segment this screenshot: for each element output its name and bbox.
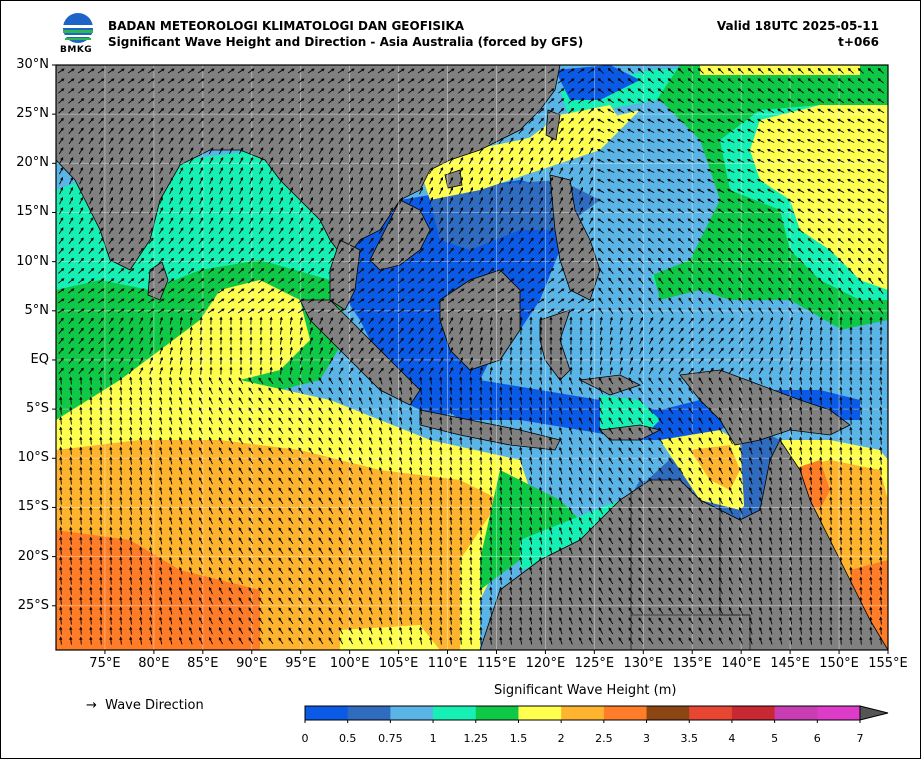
colorbar-tick-label: 0.75: [378, 732, 403, 745]
lon-label: 120°E: [525, 656, 566, 671]
colorbar-tick-label: 0.5: [338, 732, 357, 745]
lon-label: 155°E: [868, 656, 908, 671]
lon-label: 115°E: [476, 656, 517, 671]
map-border: [55, 64, 889, 651]
map-subtitle: Significant Wave Height and Direction - …: [108, 35, 584, 49]
lon-label: 110°E: [427, 656, 468, 671]
state-borders: [630, 490, 751, 650]
colorbar-tick-label: 6: [813, 732, 821, 745]
bmkg-logo: [63, 13, 93, 43]
land-masses: [56, 65, 888, 650]
colorbar-tick-label: 1.5: [509, 732, 528, 745]
colorbar-title: Significant Wave Height (m): [494, 683, 677, 698]
lon-label: 135°E: [672, 656, 712, 671]
org-title: BADAN METEOROLOGI KLIMATOLOGI DAN GEOFIS…: [108, 19, 465, 33]
lon-label: 145°E: [770, 656, 810, 671]
valid-time: Valid 18UTC 2025-05-11: [716, 19, 879, 33]
colorbar-tick-label: 1: [429, 732, 437, 745]
lon-label: 130°E: [623, 656, 664, 671]
lon-label: 100°E: [329, 656, 370, 671]
lat-label: EQ: [30, 351, 49, 367]
lat-label: 30°N: [16, 57, 49, 72]
wave-direction-arrows: [57, 67, 885, 645]
lat-label: 10°N: [16, 253, 49, 269]
logo-text: BMKG: [60, 45, 93, 55]
lat-label: 15°S: [17, 499, 49, 515]
lat-label: 20°N: [16, 155, 49, 171]
lat-label: 15°N: [16, 204, 49, 220]
lon-label: 75°E: [89, 656, 121, 671]
arrow-field: [57, 67, 885, 645]
lon-label: 150°E: [819, 656, 859, 671]
wave-direction-legend: → Wave Direction: [86, 698, 204, 713]
colorbar-tick-label: 7: [856, 732, 864, 745]
colorbar-tick-label: 3.5: [680, 732, 698, 745]
colorbar-tick-label: 4: [728, 732, 736, 745]
wave-direction-label: Wave Direction: [105, 698, 204, 713]
colorbar-tick-label: 0: [301, 732, 309, 745]
colorbar-tick-label: 2: [557, 732, 565, 745]
colorbar-tick-label: 5: [771, 732, 779, 745]
lon-label: 105°E: [378, 656, 419, 671]
lon-label: 140°E: [721, 656, 761, 671]
lon-label: 80°E: [138, 656, 170, 671]
colorbar-tick-label: 2.5: [595, 732, 613, 745]
colorbar-tick-label: 3: [643, 732, 651, 745]
lat-label: 25°S: [17, 597, 49, 613]
lat-label: 25°N: [16, 106, 49, 122]
lead-time: t+066: [838, 35, 879, 49]
lat-label: 10°S: [17, 450, 49, 466]
lon-label: 85°E: [187, 656, 219, 671]
colorbar-tick-label: 1.25: [463, 732, 489, 745]
lon-label: 95°E: [285, 656, 317, 671]
lat-label: 5°N: [24, 302, 50, 318]
lat-label: 20°S: [17, 548, 49, 564]
axis-ticks: [52, 64, 889, 654]
arrow-icon: →: [86, 698, 97, 713]
lon-label: 125°E: [574, 656, 615, 671]
lat-label: 5°S: [25, 401, 49, 417]
lon-label: 90°E: [236, 656, 268, 671]
